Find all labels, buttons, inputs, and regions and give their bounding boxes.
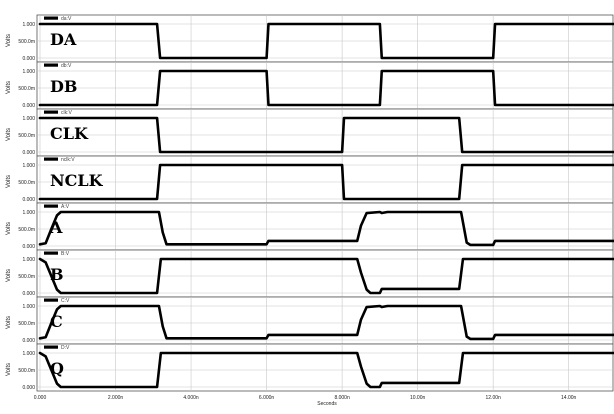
- y-tick-label: 1.000: [22, 69, 35, 75]
- panel-a: 1.000 500.0m 0.000 Volts A:V A: [6, 202, 614, 251]
- x-tick-label: 2.000n: [108, 395, 124, 401]
- y-tick-label: 500.0m: [18, 180, 35, 186]
- legend-swatch: [44, 251, 58, 255]
- legend-label: D:V: [61, 345, 70, 351]
- y-tick-label: 500.0m: [18, 133, 35, 139]
- signal-label: DA: [50, 30, 77, 49]
- y-tick-label: 500.0m: [18, 86, 35, 92]
- y-axis-label: Volts: [6, 128, 12, 141]
- y-tick-label: 500.0m: [18, 39, 35, 45]
- legend-label: clk:V: [61, 110, 73, 116]
- series-line-q: [38, 351, 614, 389]
- y-tick-label: 500.0m: [18, 321, 35, 327]
- panel-frame: [36, 155, 614, 204]
- y-axis-label: Volts: [6, 175, 12, 188]
- y-tick-label: 1.000: [22, 163, 35, 169]
- series-line-db: [38, 69, 614, 107]
- signal-label: CLK: [50, 124, 89, 143]
- y-axis-label: Volts: [6, 316, 12, 329]
- panel-frame: [36, 14, 614, 63]
- legend-label: db:V: [61, 63, 72, 69]
- legend-swatch: [44, 16, 58, 20]
- legend-label: da:V: [61, 16, 72, 22]
- panel-frame: [36, 108, 614, 157]
- legend-swatch: [44, 157, 58, 161]
- series-line-da: [38, 22, 614, 60]
- panel-db: 1.000 500.0m 0.000 Volts db:V DB: [6, 61, 614, 110]
- x-axis-label: Seconds: [317, 401, 337, 407]
- x-tick-label: 8.000n: [334, 395, 350, 401]
- legend-swatch: [44, 298, 58, 302]
- y-tick-label: 500.0m: [18, 274, 35, 280]
- x-tick-label: 14.00n: [561, 395, 577, 401]
- legend-swatch: [44, 345, 58, 349]
- legend-label: B:V: [61, 251, 70, 257]
- panel-nclk: 1.000 500.0m 0.000 Volts nclk:V NCLK: [6, 155, 614, 204]
- series-line-c: [38, 304, 614, 341]
- y-tick-label: 0.000: [22, 150, 35, 156]
- y-axis-label: Volts: [6, 269, 12, 282]
- y-tick-label: 500.0m: [18, 368, 35, 374]
- y-tick-label: 1.000: [22, 257, 35, 263]
- legend-label: C:V: [61, 298, 70, 304]
- series-line-clk: [38, 116, 614, 154]
- y-tick-label: 1.000: [22, 22, 35, 28]
- y-axis-label: Volts: [6, 222, 12, 235]
- panel-frame: [36, 61, 614, 110]
- legend-swatch: [44, 63, 58, 67]
- x-tick-label: 12.00n: [486, 395, 502, 401]
- y-tick-label: 1.000: [22, 116, 35, 122]
- panel-frame: [36, 249, 614, 298]
- legend-label: nclk:V: [61, 157, 75, 163]
- panel-da: 1.000 500.0m 0.000 Volts da:V DA: [6, 14, 614, 63]
- panel-frame: [36, 202, 614, 251]
- series-line-a: [38, 210, 614, 247]
- x-tick-label: 4.000n: [183, 395, 199, 401]
- series-line-b: [38, 257, 614, 295]
- y-tick-label: 0.000: [22, 385, 35, 391]
- y-tick-label: 0.000: [22, 244, 35, 250]
- y-axis-label: Volts: [6, 363, 12, 376]
- x-tick-label: 10.00n: [410, 395, 426, 401]
- y-tick-label: 0.000: [22, 103, 35, 109]
- signal-label: A: [49, 218, 63, 237]
- y-tick-label: 0.000: [22, 197, 35, 203]
- y-tick-label: 1.000: [22, 304, 35, 310]
- y-axis-label: Volts: [6, 34, 12, 47]
- x-tick-label: 6.000n: [259, 395, 275, 401]
- legend-swatch: [44, 110, 58, 114]
- signal-label: DB: [50, 77, 77, 96]
- y-axis-label: Volts: [6, 81, 12, 94]
- x-tick-label: 0.000: [34, 395, 47, 401]
- legend-label: A:V: [61, 204, 70, 210]
- series-line-nclk: [38, 163, 614, 201]
- y-tick-label: 0.000: [22, 338, 35, 344]
- panel-frame: [36, 343, 614, 392]
- signal-label: NCLK: [50, 171, 104, 190]
- y-tick-label: 500.0m: [18, 227, 35, 233]
- panel-clk: 1.000 500.0m 0.000 Volts clk:V CLK: [6, 108, 614, 157]
- y-tick-label: 1.000: [22, 210, 35, 216]
- y-tick-label: 0.000: [22, 291, 35, 297]
- y-tick-label: 1.000: [22, 351, 35, 357]
- legend-swatch: [44, 204, 58, 208]
- panel-frame: [36, 296, 614, 345]
- y-tick-label: 0.000: [22, 56, 35, 62]
